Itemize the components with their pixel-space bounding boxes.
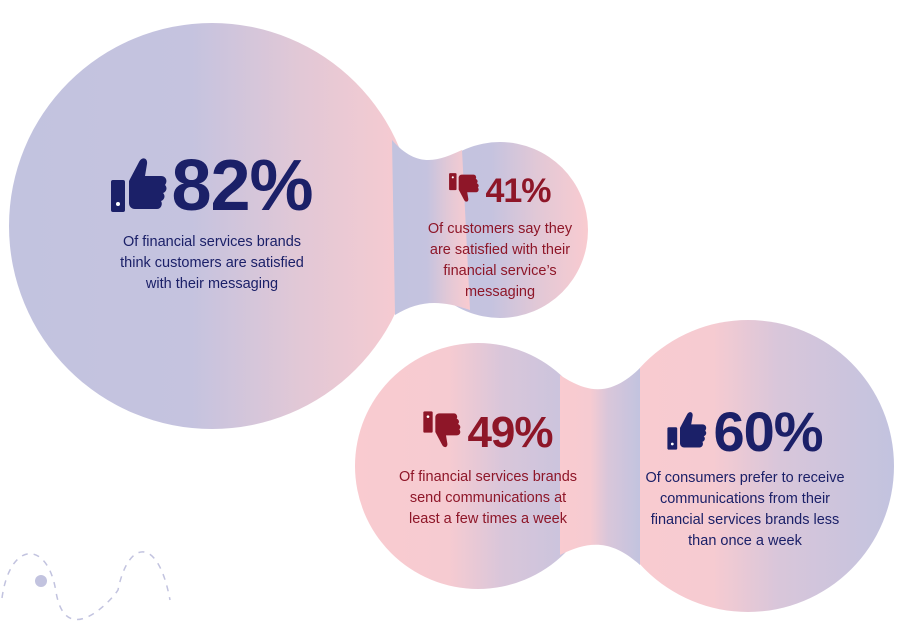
- stat-description-line: send communications at: [409, 490, 567, 506]
- thumbs-down-icon: [423, 410, 461, 455]
- dashed-wave-icon: [1, 551, 171, 621]
- stat-description-line: financial service’s: [443, 263, 557, 279]
- thumbs-up-icon: [111, 154, 167, 219]
- stat-description-line: with their messaging: [145, 276, 279, 292]
- stat-brands-send-weekly: 49% Of financial services brands send co…: [378, 410, 598, 530]
- stat-description-line: communications from their: [659, 491, 831, 507]
- stat-description-line: think customers are satisfied: [120, 255, 304, 271]
- stat-description-line: Of financial services brands: [122, 234, 302, 250]
- stat-value: 60%: [713, 400, 823, 463]
- thumbs-up-icon: [667, 409, 707, 456]
- stat-headline: 41%: [400, 172, 600, 209]
- stat-description-line: messaging: [464, 284, 536, 300]
- stat-description-line: Of customers say they: [427, 221, 573, 237]
- thumbs-down-icon: [449, 172, 480, 209]
- stat-headline: 82%: [62, 150, 362, 222]
- stat-description-line: Of consumers prefer to receive: [645, 470, 845, 486]
- stat-brands-satisfied: 82% Of financial services brands think c…: [62, 150, 362, 295]
- stat-description-line: least a few times a week: [409, 511, 567, 527]
- stat-description-line: are satisfied with their: [429, 242, 571, 258]
- stat-headline: 49%: [378, 410, 598, 455]
- stat-value: 41%: [485, 171, 551, 210]
- stat-value: 82%: [171, 146, 313, 226]
- stat-description-line: Of financial services brands: [398, 469, 578, 485]
- bottom-blob: [355, 320, 894, 612]
- stat-description-line: than once a week: [688, 533, 802, 549]
- stat-consumers-prefer-less: 60% Of consumers prefer to receive commu…: [622, 404, 868, 552]
- stat-description-line: financial services brands less: [650, 512, 840, 528]
- stat-customers-satisfied: 41% Of customers say they are satisfied …: [400, 172, 600, 303]
- stat-headline: 60%: [622, 404, 868, 460]
- stat-value: 49%: [467, 407, 553, 457]
